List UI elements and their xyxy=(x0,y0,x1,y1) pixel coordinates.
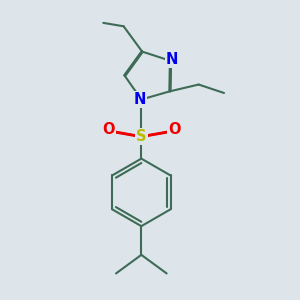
Text: O: O xyxy=(102,122,115,137)
Text: S: S xyxy=(136,129,147,144)
Text: O: O xyxy=(168,122,180,137)
Text: N: N xyxy=(134,92,146,107)
Text: N: N xyxy=(166,52,178,67)
